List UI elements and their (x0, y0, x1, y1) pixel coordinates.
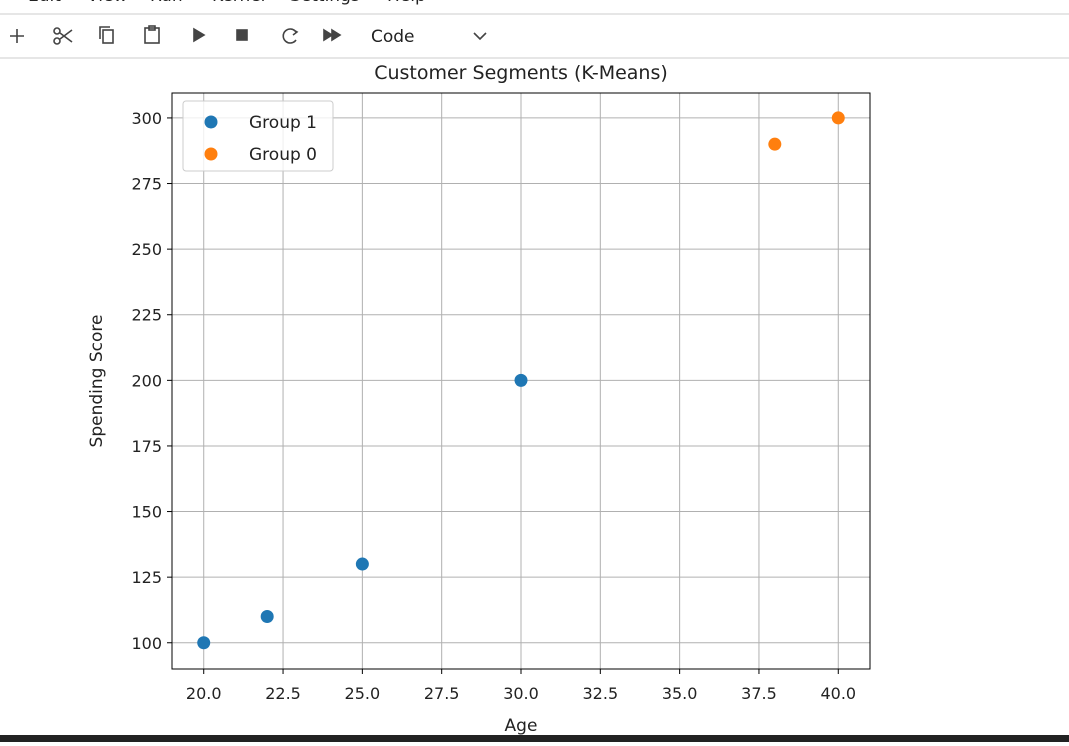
plot-frame (171, 92, 871, 670)
scatter-point (831, 111, 845, 125)
y-tick-label: 250 (131, 240, 162, 259)
run-button[interactable] (193, 27, 206, 43)
x-tick-label: 32.5 (583, 684, 619, 703)
scatter-point (514, 373, 528, 387)
legend-label: Group 1 (249, 113, 317, 133)
chart: Customer Segments (K-Means) 20.0 22.5 25.0 2… (87, 62, 871, 736)
y-tick-label: 200 (131, 371, 162, 390)
menu-item[interactable]: Run (150, 0, 183, 6)
menu-item[interactable]: View (87, 0, 127, 6)
y-tick-label: 150 (131, 503, 162, 522)
restart-run-button[interactable] (323, 28, 342, 42)
x-axis-label: Age (505, 716, 538, 736)
y-tick-label: 125 (131, 568, 162, 587)
x-tick-label: 40.0 (820, 684, 856, 703)
menu-item[interactable]: Help (387, 0, 426, 6)
toolbar (10, 25, 487, 45)
dropdown-arrow[interactable] (473, 32, 487, 41)
y-tick-label: 100 (131, 634, 162, 653)
x-tick-label: 27.5 (424, 684, 460, 703)
status-bar (0, 735, 1069, 742)
y-axis-label: Spending Score (87, 315, 107, 448)
y-tick-label: 275 (131, 175, 162, 194)
legend-marker (204, 115, 218, 129)
scatter-point (768, 137, 782, 151)
scatter-point (355, 557, 369, 571)
add-cell-button[interactable] (10, 29, 24, 43)
x-tick-label: 30.0 (503, 684, 539, 703)
copy-button[interactable] (99, 26, 114, 44)
x-tick-label: 25.0 (345, 684, 381, 703)
stop-button[interactable] (236, 29, 248, 41)
x-tick-label: 22.5 (265, 684, 301, 703)
scatter-point (197, 636, 211, 650)
menu-item[interactable]: Edit (28, 0, 61, 6)
scatter-point (260, 610, 274, 624)
cut-button[interactable] (53, 27, 73, 45)
x-tick-label: 20.0 (186, 684, 222, 703)
y-tick-label: 175 (131, 437, 162, 456)
cell-type-select[interactable]: Code (371, 27, 415, 47)
menu-item[interactable]: Kernel (212, 0, 265, 6)
paste-button[interactable] (144, 25, 160, 44)
menu-bar: Edit View Run Kernel Settings Help (28, 0, 426, 6)
chart-title: Customer Segments (K-Means) (374, 62, 668, 84)
restart-button[interactable] (282, 28, 299, 44)
x-tick-label: 37.5 (741, 684, 777, 703)
menu-item[interactable]: Settings (290, 0, 360, 6)
x-tick-label: 35.0 (662, 684, 698, 703)
y-tick-label: 225 (131, 306, 162, 325)
legend-label: Group 0 (249, 145, 317, 165)
y-tick-label: 300 (131, 109, 162, 128)
legend-marker (204, 147, 218, 161)
legend-box (182, 100, 334, 172)
